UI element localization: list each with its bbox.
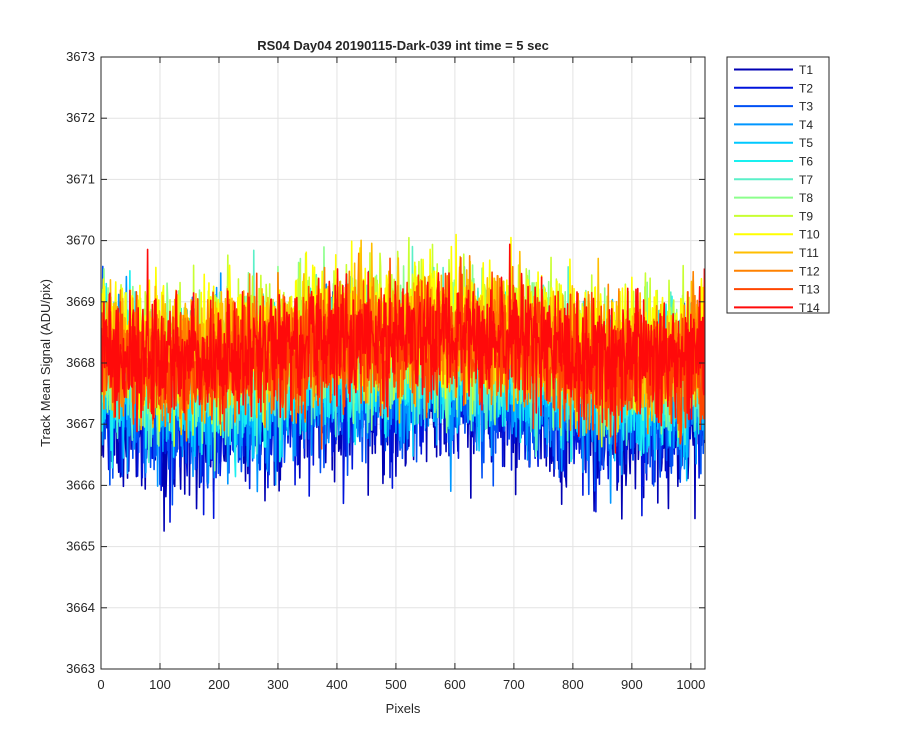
series-layer bbox=[101, 233, 705, 532]
y-tick-label: 3672 bbox=[66, 110, 95, 125]
y-tick-label: 3664 bbox=[66, 600, 95, 615]
y-axis-label: Track Mean Signal (ADU/pix) bbox=[38, 279, 53, 447]
legend-label-t4: T4 bbox=[799, 118, 813, 132]
legend-label-t13: T13 bbox=[799, 283, 820, 297]
chart-title: RS04 Day04 20190115-Dark-039 int time = … bbox=[257, 38, 549, 53]
series-line-t14 bbox=[101, 243, 705, 454]
ticks: 0 100 200 300 400 500 600 700 800 900 1000 3663 3664… bbox=[66, 49, 705, 692]
legend-label-t8: T8 bbox=[799, 191, 813, 205]
legend-label-t5: T5 bbox=[799, 136, 813, 150]
legend-label-t2: T2 bbox=[799, 81, 813, 95]
x-tick-label: 400 bbox=[326, 677, 348, 692]
y-tick-label: 3668 bbox=[66, 355, 95, 370]
x-tick-label: 700 bbox=[503, 677, 525, 692]
legend-label-t14: T14 bbox=[799, 301, 820, 315]
legend-label-t10: T10 bbox=[799, 228, 820, 242]
legend-label-t3: T3 bbox=[799, 100, 813, 114]
legend-label-t12: T12 bbox=[799, 264, 820, 278]
x-tick-label: 500 bbox=[385, 677, 407, 692]
legend-label-t7: T7 bbox=[799, 173, 813, 187]
y-tick-label: 3667 bbox=[66, 416, 95, 431]
x-tick-label: 800 bbox=[562, 677, 584, 692]
y-tick-label: 3663 bbox=[66, 661, 95, 676]
y-tick-label: 3673 bbox=[66, 49, 95, 64]
legend: T1 T2 T3 T4 T5 T6 T7 T8 T9 T10 T11 T12 T13 T14 bbox=[726, 56, 830, 315]
y-tick-label: 3666 bbox=[66, 477, 95, 492]
x-tick-label: 0 bbox=[97, 677, 104, 692]
legend-label-t11: T11 bbox=[799, 246, 819, 260]
legend-label-t9: T9 bbox=[799, 209, 813, 223]
x-tick-label: 900 bbox=[621, 677, 643, 692]
x-axis-label: Pixels bbox=[386, 701, 421, 716]
x-tick-label: 200 bbox=[208, 677, 230, 692]
y-tick-label: 3671 bbox=[66, 171, 95, 186]
y-tick-label: 3665 bbox=[66, 539, 95, 554]
x-tick-label: 1000 bbox=[676, 677, 705, 692]
y-tick-label: 3669 bbox=[66, 294, 95, 309]
x-tick-label: 300 bbox=[267, 677, 289, 692]
legend-label-t6: T6 bbox=[799, 155, 813, 169]
x-tick-label: 100 bbox=[149, 677, 171, 692]
legend-label-t1: T1 bbox=[799, 63, 813, 77]
y-tick-label: 3670 bbox=[66, 233, 95, 248]
x-tick-label: 600 bbox=[444, 677, 466, 692]
